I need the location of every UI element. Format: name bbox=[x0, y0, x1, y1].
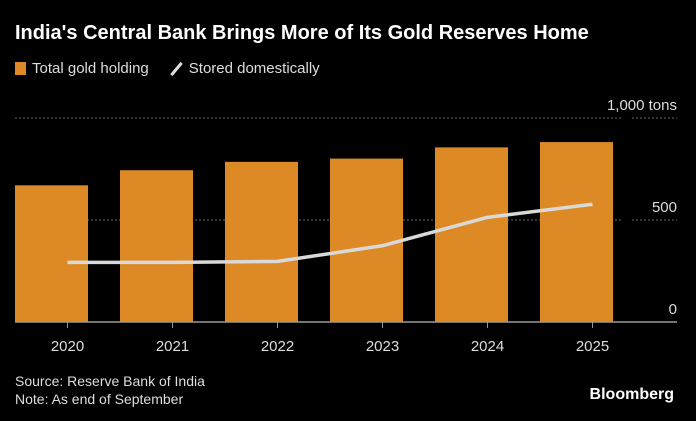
bar-2025 bbox=[540, 142, 613, 322]
bar-2021 bbox=[120, 170, 193, 322]
footnote: Note: As end of September bbox=[15, 391, 184, 407]
legend-label-domestic: Stored domestically bbox=[188, 60, 320, 77]
y-tick-label: 0 bbox=[669, 301, 677, 318]
bar-2024 bbox=[435, 147, 508, 322]
legend-label-total: Total gold holding bbox=[32, 60, 149, 77]
x-tick-label: 2024 bbox=[471, 338, 504, 355]
bloomberg-logo: Bloomberg bbox=[589, 386, 674, 403]
source-note: Source: Reserve Bank of India bbox=[15, 373, 205, 389]
chart-title: India's Central Bank Brings More of Its … bbox=[15, 22, 589, 44]
bar-2020 bbox=[15, 185, 88, 322]
legend: Total gold holding Stored domestically bbox=[15, 60, 320, 77]
y-tick-label: 500 bbox=[652, 199, 677, 216]
legend-swatch-bar bbox=[15, 62, 26, 75]
bar-2023 bbox=[330, 158, 403, 322]
line-stored-domestically bbox=[67, 202, 593, 265]
bar-2022 bbox=[225, 161, 298, 322]
x-tick-label: 2022 bbox=[261, 338, 294, 355]
x-tick-label: 2020 bbox=[51, 338, 84, 355]
x-tick-label: 2025 bbox=[576, 338, 609, 355]
x-tick-label: 2023 bbox=[366, 338, 399, 355]
x-tick-label: 2021 bbox=[156, 338, 189, 355]
y-tick-label: 1,000 tons bbox=[607, 97, 677, 114]
